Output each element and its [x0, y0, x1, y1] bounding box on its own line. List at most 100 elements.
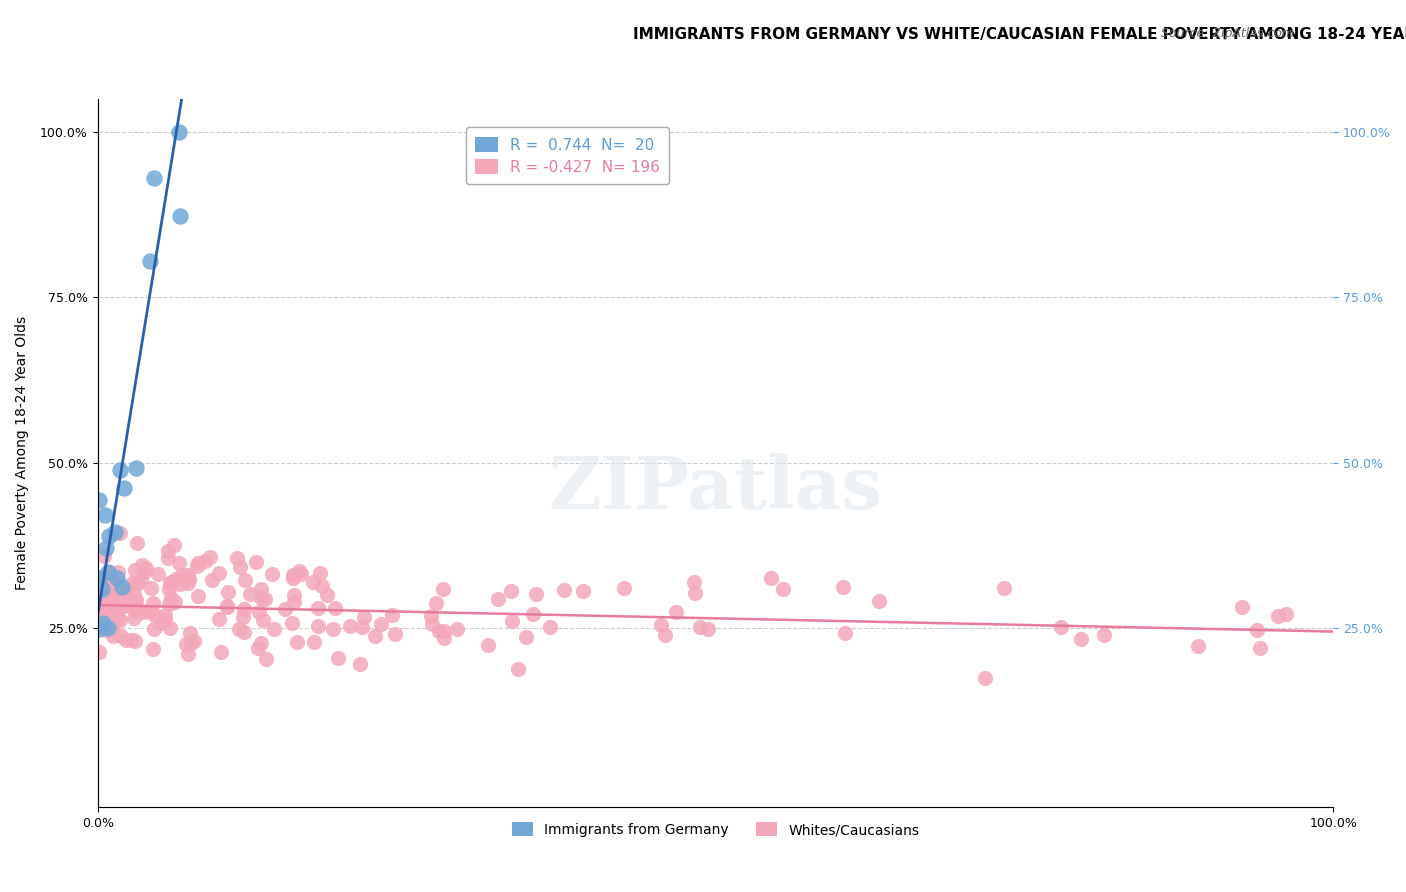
Point: [353, 610, 375, 624]
Point: [112, 582, 135, 596]
Text: Source: ZipAtlas.com: Source: ZipAtlas.com: [1160, 27, 1294, 40]
Point: [249, 591, 271, 605]
Point: [262, 566, 284, 581]
Point: [101, 619, 124, 633]
Point: [433, 624, 456, 638]
Point: [153, 607, 176, 622]
Point: [524, 587, 547, 601]
Point: [281, 568, 304, 582]
Point: [105, 571, 128, 585]
Point: [87, 645, 110, 659]
Point: [124, 461, 146, 475]
Point: [111, 580, 134, 594]
Point: [142, 622, 165, 636]
Point: [87, 615, 110, 629]
Point: [254, 652, 277, 666]
Point: [683, 574, 706, 589]
Point: [177, 572, 200, 586]
Point: [201, 573, 224, 587]
Point: [167, 125, 190, 139]
Point: [384, 627, 406, 641]
Point: [508, 663, 530, 677]
Point: [364, 629, 387, 643]
Point: [124, 604, 146, 618]
Point: [689, 620, 711, 634]
Point: [131, 558, 153, 572]
Point: [381, 607, 404, 622]
Point: [973, 671, 995, 685]
Point: [302, 574, 325, 589]
Point: [250, 582, 273, 596]
Point: [169, 576, 191, 591]
Point: [208, 612, 231, 626]
Point: [139, 581, 162, 595]
Point: [446, 622, 468, 636]
Point: [121, 595, 143, 609]
Point: [124, 634, 146, 648]
Point: [187, 557, 209, 571]
Point: [613, 581, 636, 595]
Point: [665, 605, 688, 619]
Point: [107, 565, 129, 579]
Point: [157, 597, 180, 611]
Point: [155, 613, 177, 627]
Point: [90, 588, 112, 602]
Point: [105, 573, 128, 587]
Point: [94, 594, 117, 608]
Point: [246, 641, 269, 656]
Point: [683, 585, 706, 599]
Point: [229, 560, 252, 574]
Point: [993, 582, 1015, 596]
Point: [110, 628, 132, 642]
Point: [124, 563, 146, 577]
Point: [433, 631, 456, 645]
Point: [98, 610, 121, 624]
Point: [172, 568, 194, 582]
Text: IMMIGRANTS FROM GERMANY VS WHITE/CAUCASIAN FEMALE POVERTY AMONG 18-24 YEAR OLDS : IMMIGRANTS FROM GERMANY VS WHITE/CAUCASI…: [633, 27, 1406, 42]
Point: [288, 564, 311, 578]
Point: [167, 556, 190, 570]
Point: [239, 587, 262, 601]
Point: [304, 635, 326, 649]
Point: [101, 629, 124, 643]
Point: [209, 645, 232, 659]
Point: [281, 572, 304, 586]
Point: [163, 537, 186, 551]
Text: ZIPatlas: ZIPatlas: [548, 453, 883, 524]
Point: [91, 582, 114, 596]
Point: [285, 634, 308, 648]
Point: [108, 526, 131, 541]
Point: [350, 620, 373, 634]
Point: [553, 582, 575, 597]
Point: [339, 619, 361, 633]
Point: [696, 622, 718, 636]
Point: [198, 549, 221, 564]
Point: [252, 614, 274, 628]
Point: [93, 597, 115, 611]
Point: [307, 619, 329, 633]
Point: [107, 611, 129, 625]
Point: [183, 633, 205, 648]
Point: [124, 592, 146, 607]
Point: [160, 574, 183, 589]
Y-axis label: Female Poverty Among 18-24 Year Olds: Female Poverty Among 18-24 Year Olds: [15, 316, 30, 590]
Point: [159, 576, 181, 591]
Point: [177, 567, 200, 582]
Point: [572, 583, 595, 598]
Point: [215, 600, 238, 615]
Point: [146, 567, 169, 582]
Point: [149, 616, 172, 631]
Point: [91, 599, 114, 613]
Point: [125, 593, 148, 607]
Point: [425, 596, 447, 610]
Point: [419, 608, 441, 623]
Point: [127, 602, 149, 616]
Point: [1246, 623, 1268, 637]
Point: [169, 209, 191, 223]
Point: [159, 621, 181, 635]
Point: [194, 554, 217, 568]
Point: [274, 602, 297, 616]
Point: [176, 637, 198, 651]
Point: [108, 613, 131, 627]
Point: [263, 622, 285, 636]
